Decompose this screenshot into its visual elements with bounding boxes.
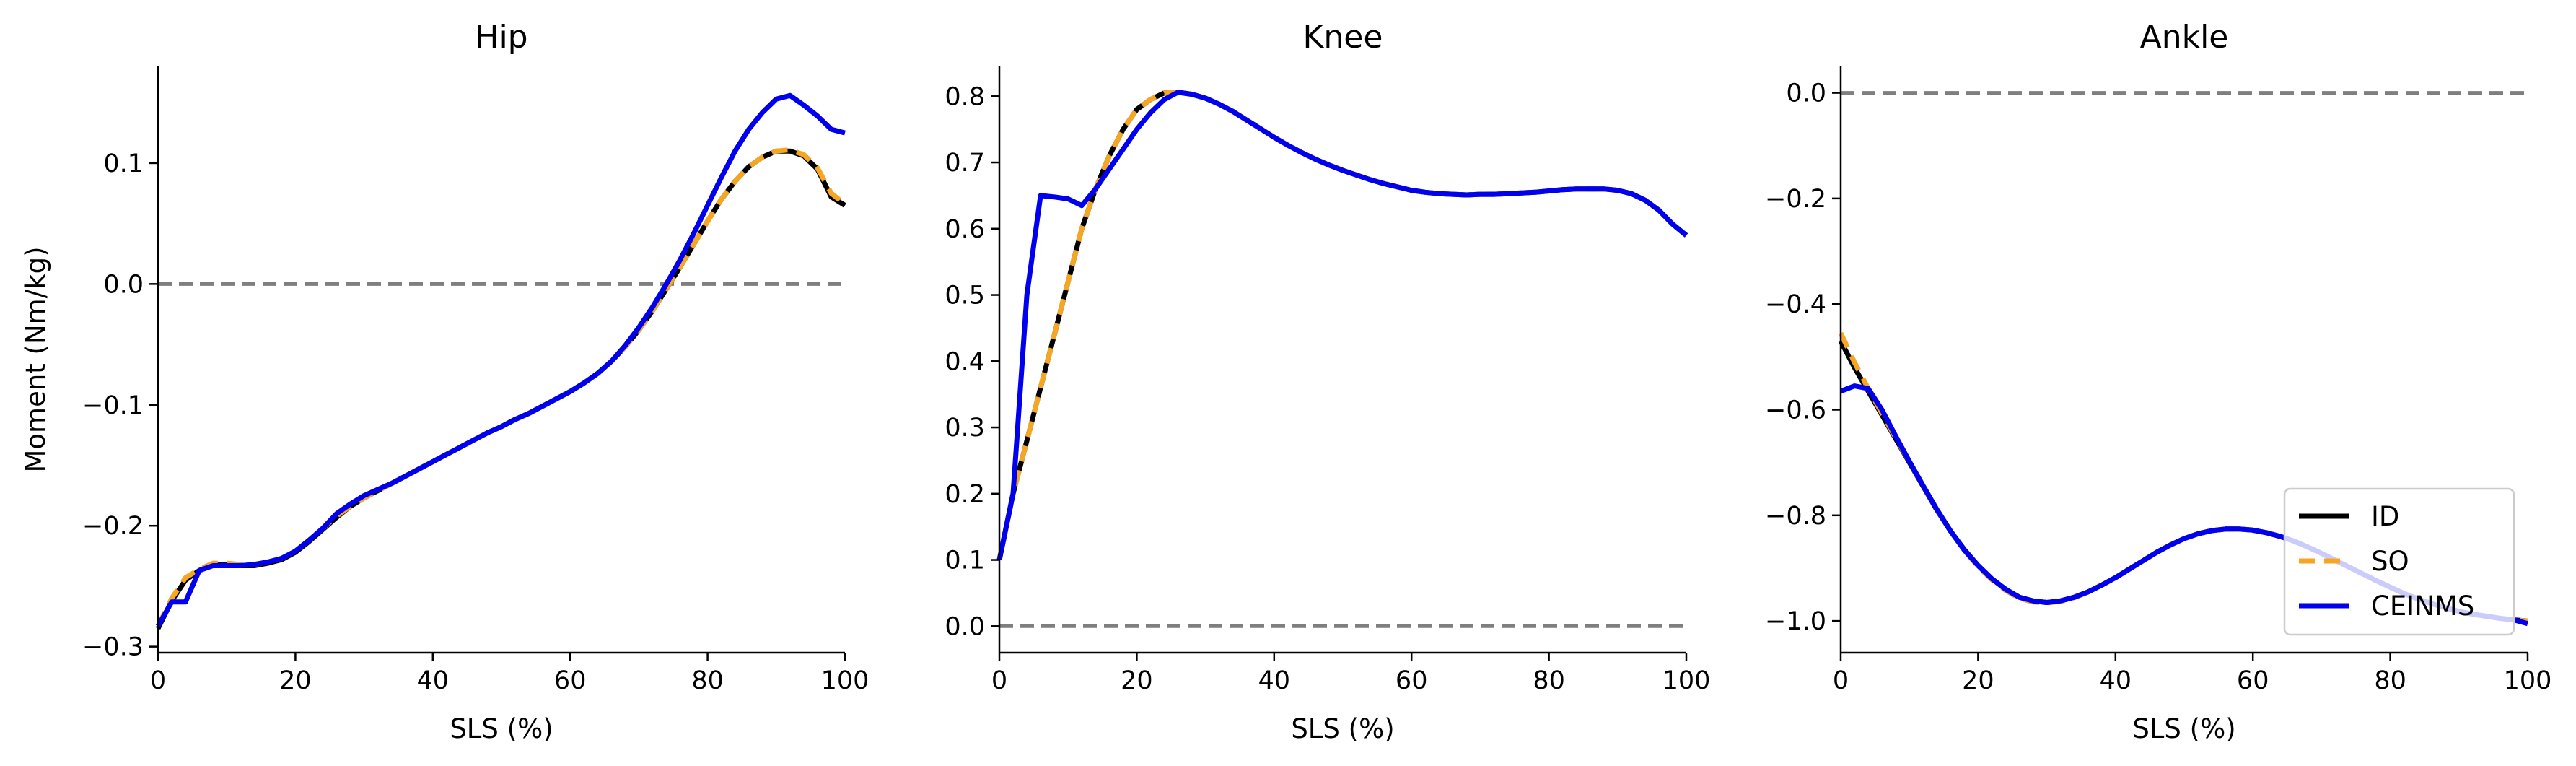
series-line-id — [996, 90, 1688, 561]
y-tick-label: −0.4 — [1765, 290, 1826, 319]
x-tick-label: 80 — [691, 666, 724, 695]
legend-label-ceinms: CEINMS — [2371, 591, 2474, 622]
y-tick-label: 0.3 — [945, 414, 985, 443]
x-axis-label: SLS (%) — [1291, 713, 1394, 744]
y-tick-label: 0.2 — [945, 480, 985, 509]
x-tick-label: 60 — [554, 666, 587, 695]
y-tick-label: 0.8 — [945, 82, 985, 111]
x-tick-label: 60 — [2237, 666, 2269, 695]
x-tick-label: 0 — [150, 666, 166, 695]
x-tick-label: 80 — [2374, 666, 2406, 695]
x-tick-label: 20 — [1962, 666, 1994, 695]
x-tick-label: 40 — [2100, 666, 2132, 695]
legend: ID SO CEINMS — [2283, 487, 2515, 636]
x-tick-label: 100 — [821, 666, 869, 695]
series-line-ceinms — [155, 92, 846, 627]
y-tick-label: −0.8 — [1765, 502, 1826, 531]
panel-knee: 0 20 40 60 80 100 0.0 0.1 0.2 0.3 0.4 0.5 0.6 0.7 0.8 K… — [945, 19, 1710, 744]
x-tick-label: 0 — [991, 666, 1007, 695]
series-line-so — [155, 147, 847, 627]
x-tick-label: 40 — [1258, 666, 1291, 695]
y-tick-label: 0.1 — [103, 149, 144, 178]
x-axis-label: SLS (%) — [2132, 713, 2235, 744]
y-tick-label: 0.1 — [945, 547, 985, 575]
series-line-so — [996, 90, 1688, 561]
y-tick-label: 0.0 — [103, 270, 144, 299]
series-line-ceinms — [996, 90, 1688, 561]
panel-hip: 0 20 40 60 80 100 −0.3 −0.2 −0.1 0.0 0.1 Hip SLS (%)… — [20, 19, 869, 744]
x-tick-label: 20 — [279, 666, 312, 695]
x-tick-label: 100 — [1662, 666, 1711, 695]
x-tick-label: 100 — [2504, 666, 2552, 695]
y-tick-label: −0.3 — [82, 633, 144, 662]
y-tick-label: −0.1 — [82, 391, 144, 420]
y-tick-label: 0.0 — [945, 612, 985, 641]
x-tick-label: 0 — [1833, 666, 1849, 695]
x-axis-label: SLS (%) — [450, 713, 553, 744]
y-tick-label: 0.7 — [945, 149, 985, 178]
series-line-id — [155, 148, 846, 630]
x-tick-label: 20 — [1121, 666, 1153, 695]
y-tick-label: −1.0 — [1765, 607, 1826, 636]
y-tick-label: −0.6 — [1765, 396, 1826, 425]
x-tick-label: 60 — [1396, 666, 1428, 695]
y-tick-label: −0.2 — [1765, 185, 1826, 214]
y-tick-label: 0.0 — [1786, 79, 1826, 108]
y-tick-label: −0.2 — [82, 512, 144, 541]
y-tick-label: 0.4 — [945, 347, 985, 376]
legend-label-id: ID — [2371, 501, 2399, 532]
legend-box — [2283, 487, 2515, 636]
panel-title: Ankle — [2140, 19, 2229, 56]
panel-title: Knee — [1303, 19, 1383, 56]
x-tick-label: 40 — [417, 666, 450, 695]
y-tick-label: 0.6 — [945, 215, 985, 244]
panel-title: Hip — [475, 19, 527, 56]
y-tick-label: 0.5 — [945, 282, 985, 310]
x-tick-label: 80 — [1533, 666, 1565, 695]
y-axis-label: Moment (Nm/kg) — [20, 246, 51, 472]
legend-label-so: SO — [2371, 546, 2409, 577]
